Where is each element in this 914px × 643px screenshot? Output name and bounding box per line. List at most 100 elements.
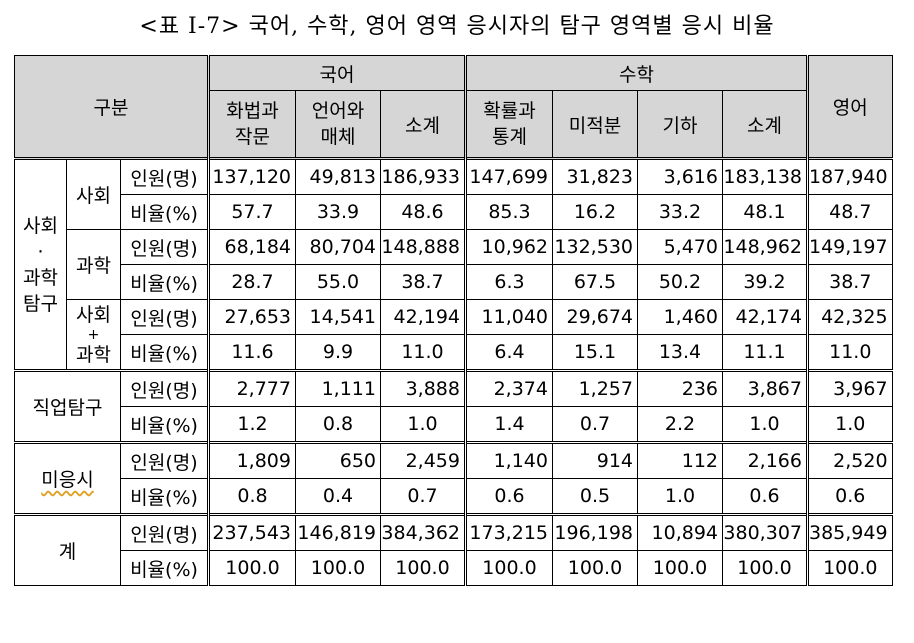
data-cell: 2.2 bbox=[637, 406, 723, 443]
header-korean-sub-line: 화법과 bbox=[226, 100, 279, 122]
data-cell: 5,470 bbox=[637, 229, 723, 265]
table-row: 미응시 인원(명) 1,809 650 2,459 1,140 914 112 … bbox=[14, 441, 893, 515]
header-korean-sub-line: 매체 bbox=[320, 126, 356, 148]
data-cell: 42,325 bbox=[806, 299, 893, 335]
group-not-taken: 미응시 bbox=[14, 441, 121, 515]
data-cell: 100.0 bbox=[380, 550, 466, 586]
data-cell: 236 bbox=[637, 369, 723, 407]
data-cell: 2,520 bbox=[806, 441, 893, 479]
group-social-science: 사회 · 과학 탐구 bbox=[14, 157, 67, 371]
data-cell: 2,459 bbox=[380, 441, 466, 479]
table-title: <표 Ⅰ-7> 국어, 수학, 영어 영역 응시자의 탐구 영역별 응시 비율 bbox=[139, 14, 775, 39]
subgroup-science: 과학 bbox=[66, 229, 121, 300]
data-cell: 1.0 bbox=[637, 478, 723, 515]
table-row: 비율(%) 57.7 33.9 48.6 85.3 16.2 33.2 48.1… bbox=[15, 194, 893, 230]
data-cell: 48.1 bbox=[722, 194, 808, 230]
data-cell: 100.0 bbox=[295, 550, 381, 586]
data-cell: 42,194 bbox=[380, 299, 466, 335]
data-cell: 1,257 bbox=[552, 369, 638, 407]
data-cell: 11.6 bbox=[207, 334, 296, 371]
data-cell: 68,184 bbox=[207, 229, 296, 265]
data-cell: 14,541 bbox=[295, 299, 381, 335]
row-label-people: 인원(명) bbox=[120, 441, 209, 479]
table-container: 구분 국어 수학 영어 화법과 작문 언어와 매체 소계 확률과 통계 미적분 … bbox=[14, 55, 893, 586]
data-cell: 1.4 bbox=[464, 406, 553, 443]
data-cell: 2,777 bbox=[207, 369, 296, 407]
data-cell: 28.7 bbox=[207, 264, 296, 300]
data-cell: 0.6 bbox=[722, 478, 808, 515]
data-cell: 3,967 bbox=[806, 369, 893, 407]
row-label-ratio: 비율(%) bbox=[120, 478, 209, 515]
data-cell: 187,940 bbox=[806, 157, 893, 195]
data-cell: 6.3 bbox=[464, 264, 553, 300]
data-cell: 31,823 bbox=[552, 157, 638, 195]
data-cell: 0.5 bbox=[552, 478, 638, 515]
data-cell: 80,704 bbox=[295, 229, 381, 265]
data-cell: 10,962 bbox=[464, 229, 553, 265]
header-math-sub: 확률과 통계 bbox=[464, 90, 553, 159]
group-label-line: 사회 bbox=[23, 214, 58, 237]
header-row-1: 구분 국어 수학 영어 bbox=[14, 55, 893, 159]
data-cell: 11,040 bbox=[464, 299, 553, 335]
data-cell: 33.2 bbox=[637, 194, 723, 230]
row-label-people: 인원(명) bbox=[120, 157, 209, 195]
table-row: 비율(%) 100.0 100.0 100.0 100.0 100.0 100.… bbox=[15, 550, 893, 586]
header-math-sub-line: 확률과 bbox=[483, 100, 536, 122]
data-cell: 49,813 bbox=[295, 157, 381, 195]
data-cell: 29,674 bbox=[552, 299, 638, 335]
statistics-table: 구분 국어 수학 영어 화법과 작문 언어와 매체 소계 확률과 통계 미적분 … bbox=[14, 55, 893, 586]
table-row: 과학 인원(명) 68,184 80,704 148,888 10,962 13… bbox=[15, 229, 893, 300]
data-cell: 2,374 bbox=[464, 369, 553, 407]
data-cell: 237,543 bbox=[207, 513, 296, 551]
data-cell: 100.0 bbox=[722, 550, 808, 586]
data-cell: 3,616 bbox=[637, 157, 723, 195]
group-label-dot: · bbox=[37, 240, 44, 263]
data-cell: 148,888 bbox=[380, 229, 466, 265]
data-cell: 0.7 bbox=[552, 406, 638, 443]
table-row: 직업탐구 인원(명) 2,777 1,111 3,888 2,374 1,257… bbox=[14, 369, 893, 443]
data-cell: 55.0 bbox=[295, 264, 381, 300]
subgroup-label-line: 과학 bbox=[76, 343, 111, 366]
row-label-people: 인원(명) bbox=[120, 513, 209, 551]
data-cell: 147,699 bbox=[464, 157, 553, 195]
data-cell: 48.6 bbox=[380, 194, 466, 230]
data-cell: 380,307 bbox=[722, 513, 808, 551]
data-cell: 15.1 bbox=[552, 334, 638, 371]
data-cell: 650 bbox=[295, 441, 381, 479]
data-cell: 38.7 bbox=[806, 264, 893, 300]
data-cell: 3,867 bbox=[722, 369, 808, 407]
group-not-taken-label: 미응시 bbox=[41, 469, 94, 491]
data-cell: 27,653 bbox=[207, 299, 296, 335]
plus-sign: + bbox=[87, 326, 100, 343]
header-math: 수학 bbox=[464, 55, 808, 91]
subgroup-label-line: 사회 bbox=[76, 303, 111, 326]
table-row: 비율(%) 28.7 55.0 38.7 6.3 67.5 50.2 39.2 … bbox=[15, 264, 893, 300]
group-label-line: 탐구 bbox=[23, 292, 58, 315]
header-korean-sub: 언어와 매체 bbox=[295, 90, 381, 159]
header-korean-sub-line: 언어와 bbox=[311, 100, 365, 122]
data-cell: 13.4 bbox=[637, 334, 723, 371]
data-cell: 1.0 bbox=[722, 406, 808, 443]
header-korean-sub-line: 작문 bbox=[235, 126, 270, 148]
data-cell: 2,166 bbox=[722, 441, 808, 479]
data-cell: 85.3 bbox=[464, 194, 553, 230]
data-cell: 9.9 bbox=[295, 334, 381, 371]
data-cell: 196,198 bbox=[552, 513, 638, 551]
data-cell: 1,809 bbox=[207, 441, 296, 479]
data-cell: 1,460 bbox=[637, 299, 723, 335]
subgroup-social-plus-science: 사회 + 과학 bbox=[66, 299, 121, 371]
header-korean-sub: 화법과 작문 bbox=[207, 90, 296, 159]
header-math-sub: 미적분 bbox=[552, 90, 638, 159]
data-cell: 10,894 bbox=[637, 513, 723, 551]
table-row: 비율(%) 1.2 0.8 1.0 1.4 0.7 2.2 1.0 1.0 bbox=[15, 406, 893, 443]
header-math-sub: 소계 bbox=[722, 90, 808, 159]
table-row: 비율(%) 0.8 0.4 0.7 0.6 0.5 1.0 0.6 0.6 bbox=[15, 478, 893, 515]
data-cell: 50.2 bbox=[637, 264, 723, 300]
row-label-ratio: 비율(%) bbox=[120, 264, 209, 300]
data-cell: 100.0 bbox=[207, 550, 296, 586]
row-label-people: 인원(명) bbox=[120, 299, 209, 335]
data-cell: 11.1 bbox=[722, 334, 808, 371]
group-total: 계 bbox=[14, 513, 121, 586]
data-cell: 132,530 bbox=[552, 229, 638, 265]
data-cell: 1,140 bbox=[464, 441, 553, 479]
